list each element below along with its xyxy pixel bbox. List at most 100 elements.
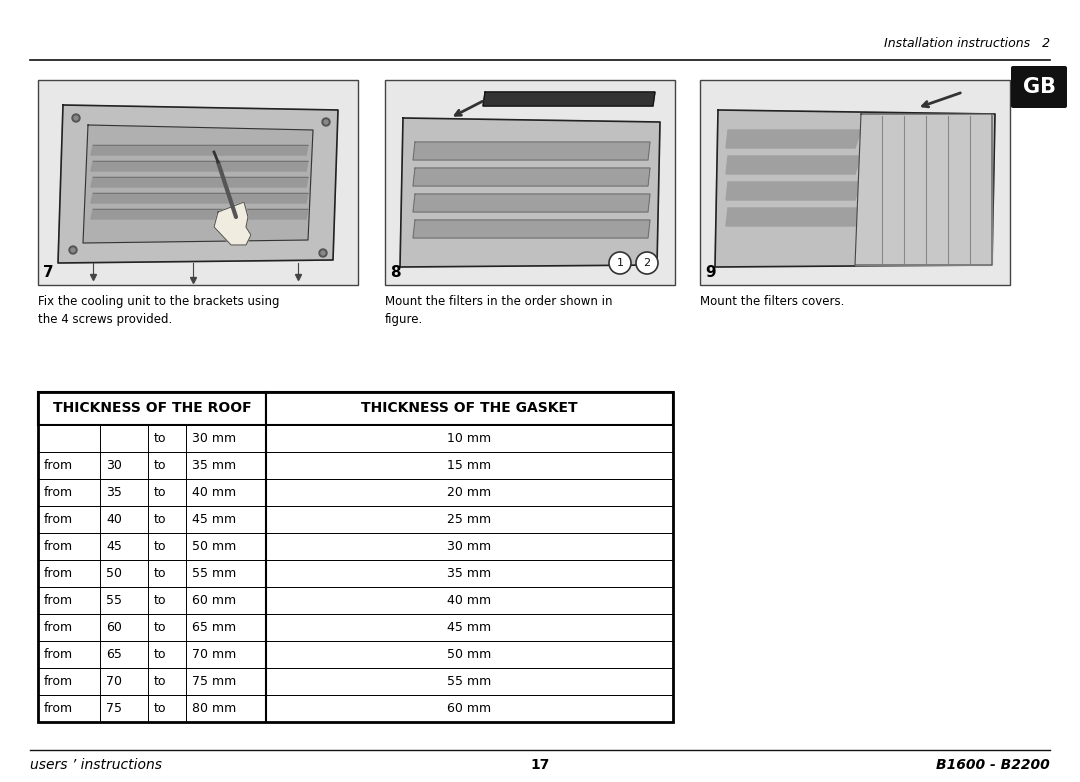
Bar <box>38 695 673 722</box>
Text: Mount the filters covers.: Mount the filters covers. <box>700 295 845 308</box>
Text: from: from <box>44 621 73 634</box>
Polygon shape <box>413 220 650 238</box>
Text: 50: 50 <box>106 567 122 580</box>
Text: 15 mm: 15 mm <box>447 459 491 472</box>
Text: to: to <box>154 567 166 580</box>
Text: from: from <box>44 513 73 526</box>
Text: to: to <box>154 621 166 634</box>
Text: from: from <box>44 675 73 688</box>
Bar <box>38 506 673 533</box>
Text: 55 mm: 55 mm <box>192 567 237 580</box>
Text: 80 mm: 80 mm <box>192 702 237 715</box>
Bar <box>38 452 673 479</box>
Bar <box>38 668 673 695</box>
Bar <box>38 560 673 587</box>
Text: 70 mm: 70 mm <box>192 648 237 661</box>
Bar <box>384 80 675 285</box>
Text: Fix the cooling unit to the brackets using
the 4 screws provided.: Fix the cooling unit to the brackets usi… <box>38 295 280 326</box>
Polygon shape <box>400 118 660 267</box>
Text: to: to <box>154 702 166 715</box>
Text: GB: GB <box>1023 77 1055 97</box>
Polygon shape <box>413 168 650 186</box>
Circle shape <box>324 120 328 124</box>
Text: 75 mm: 75 mm <box>192 675 237 688</box>
Text: 50 mm: 50 mm <box>192 540 237 553</box>
Circle shape <box>636 252 658 274</box>
Text: 40: 40 <box>106 513 122 526</box>
Text: 55 mm: 55 mm <box>447 675 491 688</box>
Text: B1600 - B2200: B1600 - B2200 <box>936 758 1050 772</box>
Circle shape <box>75 116 78 120</box>
Text: 1: 1 <box>617 258 623 268</box>
Text: 8: 8 <box>390 265 401 280</box>
Circle shape <box>319 249 327 257</box>
FancyBboxPatch shape <box>1011 66 1067 108</box>
Text: to: to <box>154 540 166 553</box>
Text: 9: 9 <box>705 265 716 280</box>
Text: 55: 55 <box>106 594 122 607</box>
Text: Mount the filters in the order shown in
figure.: Mount the filters in the order shown in … <box>384 295 612 326</box>
Bar <box>38 392 266 425</box>
Text: 45: 45 <box>106 540 122 553</box>
Bar <box>38 614 673 641</box>
Polygon shape <box>91 145 308 155</box>
Text: 30: 30 <box>106 459 122 472</box>
Text: users ’ instructions: users ’ instructions <box>30 758 162 772</box>
Bar <box>38 479 673 506</box>
Text: 50 mm: 50 mm <box>447 648 491 661</box>
Bar <box>38 641 673 668</box>
Polygon shape <box>855 114 993 265</box>
Text: 35 mm: 35 mm <box>447 567 491 580</box>
Text: 45 mm: 45 mm <box>447 621 491 634</box>
Text: 30 mm: 30 mm <box>192 432 237 445</box>
Polygon shape <box>483 92 654 106</box>
Text: from: from <box>44 486 73 499</box>
Text: 70: 70 <box>106 675 122 688</box>
Text: 7: 7 <box>43 265 54 280</box>
Circle shape <box>321 251 325 255</box>
Bar <box>38 80 357 285</box>
Polygon shape <box>83 125 313 243</box>
Text: to: to <box>154 486 166 499</box>
Polygon shape <box>91 161 308 171</box>
Polygon shape <box>726 208 861 226</box>
Text: 20 mm: 20 mm <box>447 486 491 499</box>
Text: from: from <box>44 459 73 472</box>
Polygon shape <box>726 130 861 148</box>
Text: from: from <box>44 594 73 607</box>
Text: 65: 65 <box>106 648 122 661</box>
Bar <box>38 587 673 614</box>
Text: 17: 17 <box>530 758 550 772</box>
Text: 35 mm: 35 mm <box>192 459 237 472</box>
Text: 40 mm: 40 mm <box>447 594 491 607</box>
Text: to: to <box>154 675 166 688</box>
Bar <box>38 425 673 452</box>
Text: 35: 35 <box>106 486 122 499</box>
Bar <box>700 80 1010 285</box>
Text: 10 mm: 10 mm <box>447 432 491 445</box>
Polygon shape <box>91 193 308 203</box>
Polygon shape <box>726 182 861 200</box>
Polygon shape <box>91 177 308 187</box>
Text: from: from <box>44 648 73 661</box>
Circle shape <box>609 252 631 274</box>
Text: Installation instructions   2: Installation instructions 2 <box>883 37 1050 50</box>
Text: 60 mm: 60 mm <box>192 594 237 607</box>
Polygon shape <box>91 209 308 219</box>
Text: from: from <box>44 567 73 580</box>
Text: 60: 60 <box>106 621 122 634</box>
Bar <box>38 392 673 722</box>
Text: 40 mm: 40 mm <box>192 486 237 499</box>
Text: 2: 2 <box>644 258 650 268</box>
Text: to: to <box>154 648 166 661</box>
Polygon shape <box>413 142 650 160</box>
Bar <box>266 392 673 425</box>
Circle shape <box>72 114 80 122</box>
Circle shape <box>322 118 330 126</box>
Polygon shape <box>58 105 338 263</box>
Text: 65 mm: 65 mm <box>192 621 237 634</box>
Polygon shape <box>413 194 650 212</box>
Text: THICKNESS OF THE ROOF: THICKNESS OF THE ROOF <box>53 401 252 415</box>
Text: 75: 75 <box>106 702 122 715</box>
Text: to: to <box>154 594 166 607</box>
